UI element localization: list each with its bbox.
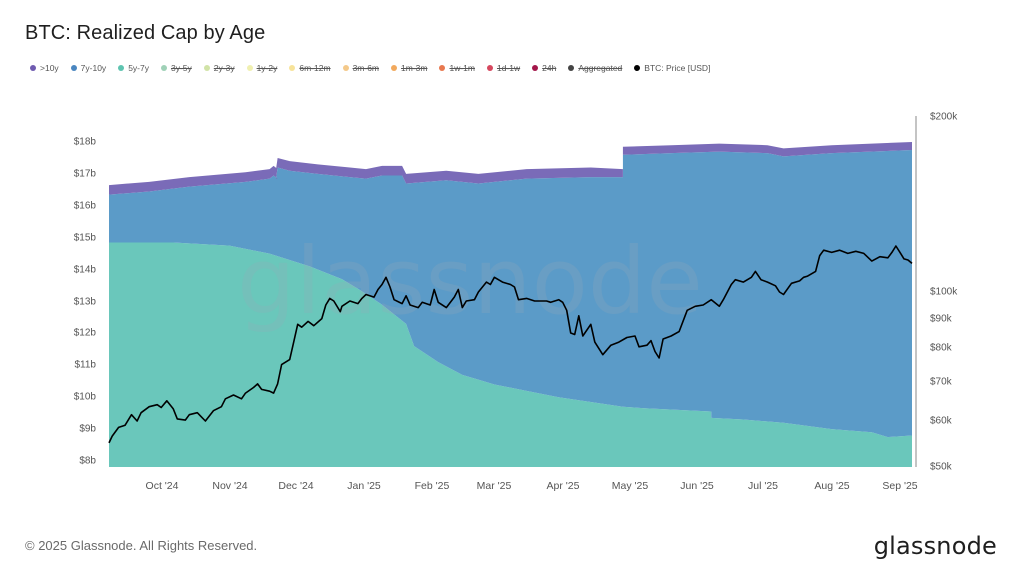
legend-item-3y-5y[interactable]: 3y-5y [160,63,192,73]
legend-label: 5y-7y [128,63,149,73]
x-tick-label: Dec '24 [278,480,314,492]
x-tick-label: May '25 [611,480,649,492]
legend-item-10y[interactable]: >10y [30,63,59,73]
x-tick-label: Jul '25 [747,480,779,492]
legend-label: Aggregated [578,63,623,73]
legend-dot-icon [532,65,539,71]
legend-dot-icon [391,65,398,71]
legend-label: 1d-1w [496,63,521,73]
legend-label: >10y [40,63,59,73]
y-left-tick-label: $15b [73,232,96,244]
x-tick-label: Aug '25 [814,480,850,492]
legend: >10y 7y-10y 5y-7y 3y-5y 2y-3y 1y-2y 6m-12m 3m-6… [30,63,722,73]
legend-label: BTC: Price [USD] [644,63,711,73]
legend-dot-icon [203,65,210,71]
legend-item-6m-12m[interactable]: 6m-12m [289,63,331,73]
y-left-tick-label: $10b [73,391,96,403]
y-left-tick-label: $18b [73,136,96,148]
x-tick-label: Jan '25 [347,480,381,492]
legend-item-aggregated[interactable]: Aggregated [568,63,622,73]
y-right-tick-label: $200k [930,111,958,123]
legend-dot-icon [439,65,446,71]
legend-label: 2y-3y [213,63,235,73]
y-right-tick-label: $90k [930,313,952,325]
legend-dot-icon [246,65,253,71]
legend-item-7y-10y[interactable]: 7y-10y [70,63,107,73]
legend-dot-icon [160,65,167,71]
legend-label: 1y-2y [256,63,278,73]
watermark: glassnode [237,228,703,335]
legend-item-1w-1m[interactable]: 1w-1m [439,63,475,73]
legend-dot-icon [568,65,575,71]
legend-dot-icon [30,65,36,71]
x-tick-label: Oct '24 [145,480,179,492]
y-left-tick-label: $11b [74,359,96,371]
y-left-tick-label: $14b [73,264,96,276]
y-left-tick-label: $12b [73,327,96,339]
y-left-tick-label: $17b [73,168,96,180]
legend-item-1d-1w[interactable]: 1d-1w [486,63,521,73]
y-right-tick-label: $80k [930,342,952,354]
area-over-10y [109,142,912,195]
legend-dot-icon [70,65,77,71]
legend-label: 6m-12m [299,63,331,73]
y-right-tick-label: $100k [930,286,958,298]
legend-item-1m-3m[interactable]: 1m-3m [391,63,427,73]
legend-label: 1w-1m [449,63,475,73]
legend-dot-icon [289,65,296,71]
x-tick-label: Feb '25 [414,480,450,492]
area-5y-7y [109,242,912,467]
glassnode-logo: glassnode [873,532,997,560]
y-left-tick-label: $9b [79,423,96,435]
x-tick-label: Apr '25 [546,480,580,492]
area-7y-10y [109,149,912,438]
x-tick-label: Jun '25 [680,480,714,492]
legend-item-24h[interactable]: 24h [532,63,556,73]
btc-price-line [108,245,913,444]
legend-item-3m-6m[interactable]: 3m-6m [342,63,380,73]
legend-label: 3y-5y [170,63,192,73]
y-right-tick-label: $50k [930,461,952,473]
x-tick-label: Nov '24 [212,480,248,492]
legend-label: 3m-6m [352,63,380,73]
y-left-tick-label: $8b [79,455,96,467]
y-right-tick-label: $60k [930,415,952,427]
copyright-text: © 2025 Glassnode. All Rights Reserved. [25,538,258,553]
legend-item-1y-2y[interactable]: 1y-2y [246,63,278,73]
chart-title: BTC: Realized Cap by Age [25,22,266,44]
y-left-tick-label: $16b [73,200,96,212]
legend-label: 24h [542,63,557,73]
x-tick-label: Mar '25 [476,480,512,492]
legend-label: 7y-10y [80,63,107,73]
y-left-tick-label: $13b [73,296,96,307]
legend-item-btc-price-usd[interactable]: BTC: Price [USD] [634,63,710,73]
x-tick-label: Sep '25 [882,480,918,492]
legend-label: 1m-3m [401,63,428,73]
legend-dot-icon [342,65,349,71]
legend-item-2y-3y[interactable]: 2y-3y [203,63,235,73]
legend-dot-icon [634,65,641,71]
legend-item-5y-7y[interactable]: 5y-7y [118,63,149,73]
legend-dot-icon [118,65,125,71]
y-right-tick-label: $70k [930,376,952,388]
legend-dot-icon [486,65,493,71]
